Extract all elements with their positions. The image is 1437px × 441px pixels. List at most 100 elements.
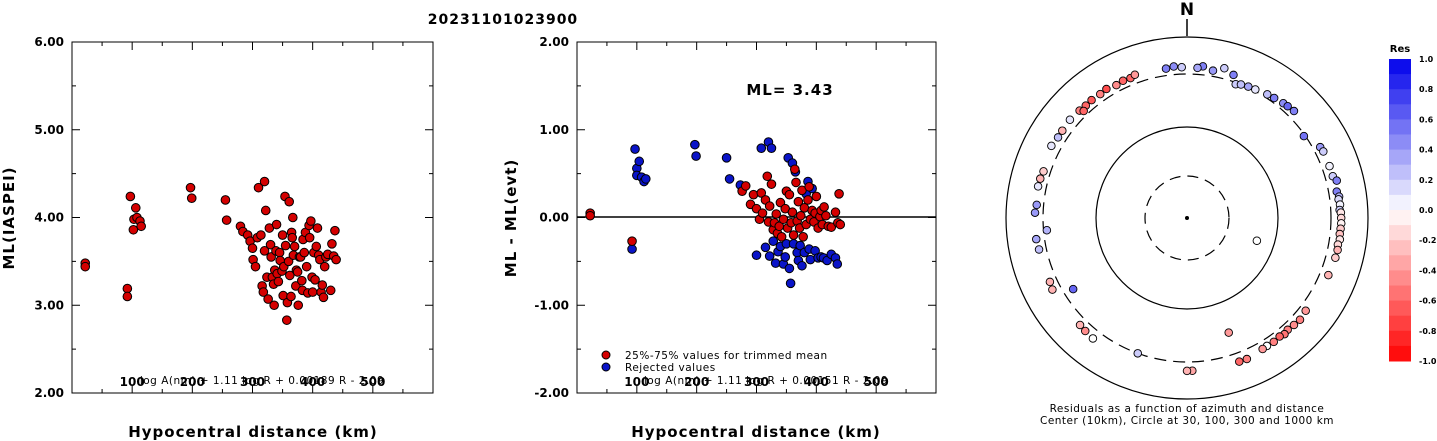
colorbar-swatch [1389,104,1411,120]
accepted-point [757,208,768,218]
x-tick-label: 500 [864,375,889,389]
y-axis-label-2: ML - ML(evt) [502,159,520,277]
x-tick-label: 400 [804,375,829,389]
colorbar-swatch [1389,164,1411,181]
data-point [280,240,291,251]
rejected-point [805,254,816,265]
residual-point [1333,245,1342,255]
colorbar-tick-label: 1.0 [1419,55,1434,64]
data-point [281,315,292,325]
accepted-point [819,202,829,212]
residual-point [1053,133,1063,142]
accepted-point [826,222,837,232]
data-point [259,176,270,187]
y-axis-label-1: ML(IASPEI) [0,166,18,269]
data-point [286,291,296,302]
colorbar-swatch [1389,210,1411,226]
legend-label-accepted: 25%-75% values for trimmed mean [625,350,828,362]
data-point [130,203,141,213]
ring-100km [1095,126,1279,310]
residual-point [1208,66,1218,75]
residual-point [1039,167,1048,176]
rejected-point [784,263,795,274]
accepted-point [740,181,751,191]
rejected-point [690,139,700,150]
rejected-point [630,144,640,154]
accepted-point [795,210,806,221]
data-point [327,239,337,249]
residual-point [1295,315,1305,324]
residual-point [1269,337,1279,347]
residual-point [1169,62,1178,71]
data-point [136,221,146,232]
x-tick-label: 500 [360,375,385,389]
rejected-point [691,151,701,161]
data-point [330,225,340,236]
residual-point [1289,320,1299,330]
y-tick-label: 2.00 [34,386,64,400]
accepted-point [821,210,831,221]
colorbar-tick-label: -0.8 [1419,327,1437,336]
x-tick-label: 200 [684,375,709,389]
legend-marker-rejected [601,362,611,372]
data-point [247,243,258,254]
residual-point [1087,95,1096,105]
residual-point [1236,80,1246,89]
residual-point [1048,285,1057,294]
data-point [221,215,232,225]
data-point [293,300,304,311]
data-point [301,261,312,272]
accepted-point [771,209,782,219]
data-point [317,280,328,290]
x-tick-label: 300 [240,375,265,389]
residual-point [1269,93,1279,103]
colorbar-swatch [1389,59,1411,75]
colorbar-swatch [1389,300,1411,317]
colorbar-tick-label: -0.4 [1419,266,1437,275]
formula-2: log A(nm) + 1.11 log R + 0.00151 R - 2.0… [644,375,888,387]
data-point [284,196,295,207]
residual-point [1244,82,1253,91]
data-point [265,239,276,250]
accepted-point [789,164,800,175]
residual-point [1068,284,1078,294]
accepted-point [748,189,759,200]
colorbar-swatch [1389,74,1411,90]
residual-point [1319,147,1328,156]
colorbar-swatch [1389,179,1411,196]
data-point [260,205,271,216]
data-point [269,300,279,311]
rejected-point [797,260,807,271]
colorbar-ticks: 1.0 0.8 0.6 0.4 0.2 0.0 -0.2 -0.4 -0.6 -0.8 -1.0 [1419,55,1437,366]
center-dot [1185,216,1189,220]
residual-point [1193,63,1202,73]
data-point [319,261,330,272]
data-point [307,287,318,297]
y-tick-label: 4.00 [34,211,64,225]
data-point [253,182,264,193]
residual-point [1102,84,1111,94]
data-point [312,223,323,233]
x-axis-label-2: Hypocentral distance (km) [631,423,881,441]
residual-point [1130,70,1140,79]
accepted-point [834,189,844,199]
data-point [291,281,301,291]
accepted-point [787,207,798,218]
data-point [299,247,310,258]
colorbar-swatch [1389,225,1411,241]
x-axis-label-1: Hypocentral distance (km) [128,423,378,441]
residual-point [1058,126,1067,135]
panel-residual-vs-distance: -2.00 -1.00 0.00 1.00 2.00 100 200 300 400 500 Hy… [502,35,937,441]
colorbar-tick-label: -0.2 [1419,236,1437,245]
data-point [125,191,136,202]
rejected-point [780,252,791,262]
rejected-point [764,251,775,261]
data-point [256,230,266,240]
accepted-point [835,219,846,230]
accepted-point [798,232,808,242]
panel-ml-vs-distance: 2.00 3.00 4.00 5.00 6.00 100 200 300 400 500 Hypo… [0,35,434,441]
legend-label-rejected: Rejected values [625,362,716,374]
rejected-point [751,250,762,261]
rejected-point [785,278,796,289]
